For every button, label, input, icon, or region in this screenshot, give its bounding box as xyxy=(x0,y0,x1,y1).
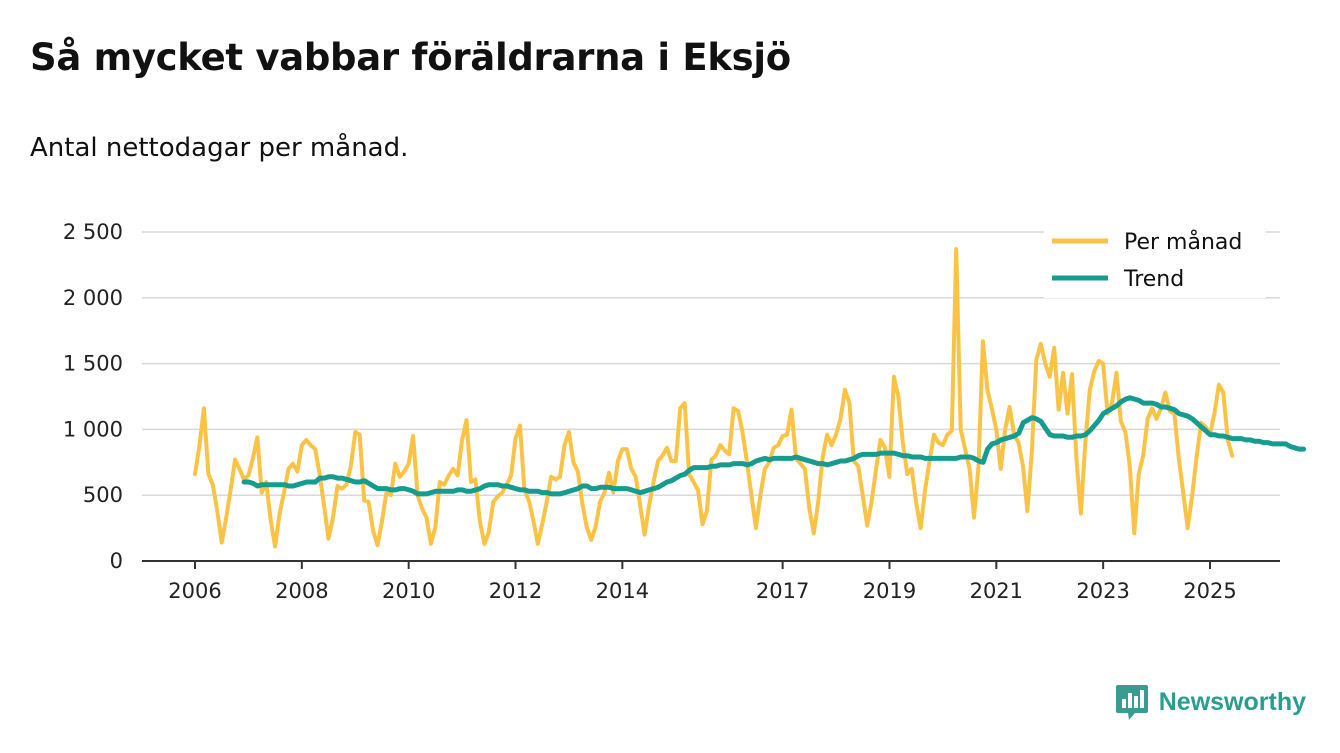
y-tick-label: 0 xyxy=(110,549,123,573)
x-tick-label: 2008 xyxy=(275,579,328,603)
newsworthy-brand[interactable]: Newsworthy xyxy=(1115,683,1306,721)
chart-title: Så mycket vabbar föräldrarna i Eksjö xyxy=(30,36,791,79)
y-tick-label: 1 000 xyxy=(63,417,123,441)
x-tick-label: 2012 xyxy=(489,579,542,603)
y-axis-ticks: 0 500 1 000 1 500 2 000 2 500 xyxy=(63,220,123,573)
x-tick-label: 2014 xyxy=(596,579,649,603)
y-tick-label: 2 500 xyxy=(63,220,123,244)
x-tick-label: 2021 xyxy=(970,579,1023,603)
x-tick-label: 2006 xyxy=(168,579,221,603)
y-tick-label: 2 000 xyxy=(63,286,123,310)
legend-label: Per månad xyxy=(1124,229,1242,255)
legend-box xyxy=(1044,220,1266,298)
y-tick-label: 500 xyxy=(83,483,123,507)
x-tick-label: 2019 xyxy=(863,579,916,603)
y-tick-label: 1 500 xyxy=(63,352,123,376)
x-axis-ticks: 2006 2008 2010 2012 2014 2017 2019 2021 2023 2025 xyxy=(168,561,1237,603)
chart-subtitle: Antal nettodagar per månad. xyxy=(30,133,409,163)
legend-label: Trend xyxy=(1123,267,1184,292)
x-tick-label: 2017 xyxy=(756,579,809,603)
newsworthy-logo-icon xyxy=(1115,685,1148,720)
series-lines xyxy=(193,247,1307,549)
series-line-per-manad xyxy=(193,247,1235,549)
x-tick-label: 2010 xyxy=(382,579,435,603)
brand-name: Newsworthy xyxy=(1158,687,1306,716)
x-tick-label: 2023 xyxy=(1076,579,1129,603)
legend: Per månad Trend xyxy=(1044,220,1266,298)
x-tick-label: 2025 xyxy=(1183,579,1236,603)
series-line-trend xyxy=(241,395,1307,497)
